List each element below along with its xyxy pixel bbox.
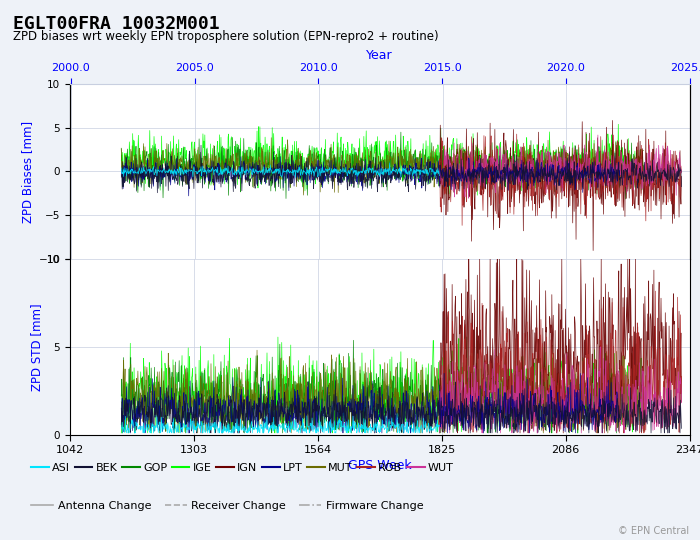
X-axis label: GPS Week: GPS Week — [348, 460, 412, 472]
Text: ZPD biases wrt weekly EPN troposphere solution (EPN-repro2 + routine): ZPD biases wrt weekly EPN troposphere so… — [13, 30, 438, 43]
X-axis label: Year: Year — [366, 49, 393, 62]
Text: EGLT00FRA 10032M001: EGLT00FRA 10032M001 — [13, 15, 219, 33]
Legend: ASI, BEK, GOP, IGE, IGN, LPT, MUT, ROB, WUT: ASI, BEK, GOP, IGE, IGN, LPT, MUT, ROB, … — [27, 459, 458, 478]
Legend: Antenna Change, Receiver Change, Firmware Change: Antenna Change, Receiver Change, Firmwar… — [27, 497, 428, 516]
Text: © EPN Central: © EPN Central — [618, 525, 690, 536]
Y-axis label: ZPD STD [mm]: ZPD STD [mm] — [30, 303, 43, 391]
Y-axis label: ZPD Biases [mm]: ZPD Biases [mm] — [21, 120, 34, 222]
